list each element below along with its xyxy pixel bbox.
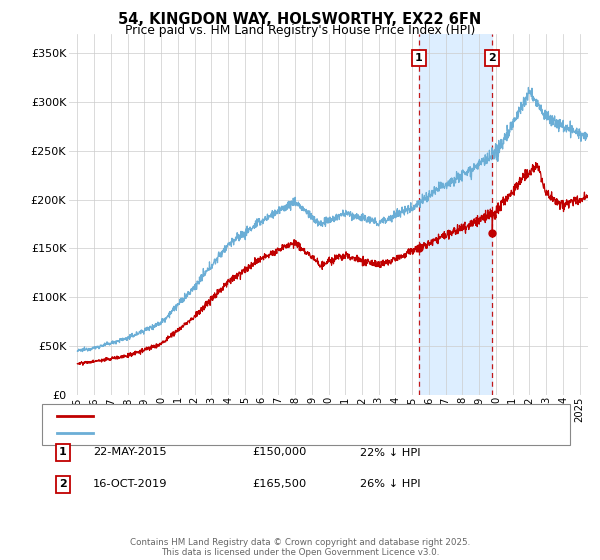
Text: 16-OCT-2019: 16-OCT-2019 bbox=[93, 479, 167, 489]
Text: Price paid vs. HM Land Registry's House Price Index (HPI): Price paid vs. HM Land Registry's House … bbox=[125, 24, 475, 36]
Text: £165,500: £165,500 bbox=[252, 479, 306, 489]
Text: HPI: Average price, semi-detached house, Torridge: HPI: Average price, semi-detached house,… bbox=[99, 428, 363, 438]
Text: 26% ↓ HPI: 26% ↓ HPI bbox=[360, 479, 421, 489]
Bar bbox=[419, 34, 493, 395]
Text: 54, KINGDON WAY, HOLSWORTHY, EX22 6FN: 54, KINGDON WAY, HOLSWORTHY, EX22 6FN bbox=[118, 12, 482, 27]
Text: Contains HM Land Registry data © Crown copyright and database right 2025.
This d: Contains HM Land Registry data © Crown c… bbox=[130, 538, 470, 557]
Text: £150,000: £150,000 bbox=[252, 447, 307, 458]
Text: 1: 1 bbox=[59, 447, 67, 458]
Text: 22-MAY-2015: 22-MAY-2015 bbox=[93, 447, 167, 458]
Text: 22% ↓ HPI: 22% ↓ HPI bbox=[360, 447, 421, 458]
Text: 2: 2 bbox=[59, 479, 67, 489]
Text: 54, KINGDON WAY, HOLSWORTHY, EX22 6FN (semi-detached house): 54, KINGDON WAY, HOLSWORTHY, EX22 6FN (s… bbox=[99, 410, 455, 421]
Text: 2: 2 bbox=[488, 53, 496, 63]
Text: 1: 1 bbox=[415, 53, 422, 63]
